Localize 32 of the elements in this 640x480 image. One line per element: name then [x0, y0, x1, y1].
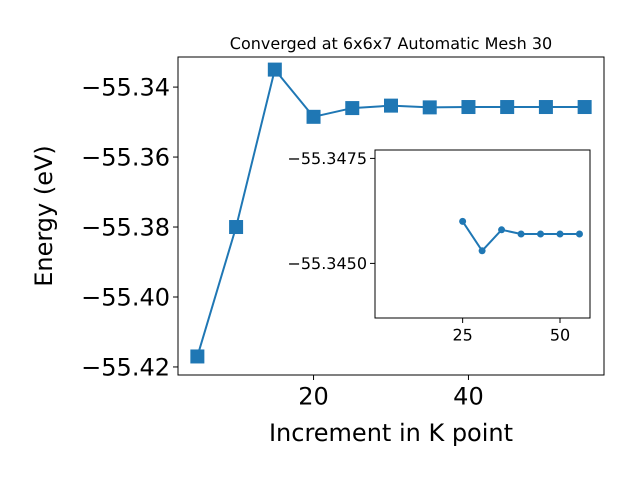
point [384, 98, 398, 113]
point [576, 230, 583, 238]
point [518, 230, 525, 238]
point [459, 218, 466, 225]
x-axis-title: Increment in K point [268, 419, 514, 447]
x-tick-label: 20 [298, 382, 329, 411]
y-tick-label: −55.42 [81, 353, 170, 382]
point [538, 100, 553, 114]
point [537, 230, 544, 238]
y-tick-label: −55.38 [81, 213, 170, 242]
y-tick-label: −55.3450 [287, 254, 367, 273]
point [500, 100, 514, 114]
x-tick-label: 25 [452, 325, 473, 344]
point [268, 62, 282, 77]
y-axis-title: Energy (eV) [30, 145, 58, 287]
point [478, 247, 486, 254]
point [190, 349, 204, 364]
point [229, 220, 244, 234]
point [498, 226, 506, 234]
point [461, 100, 476, 114]
y-tick-label: −55.34 [81, 73, 170, 102]
y-tick-label: −55.3475 [287, 149, 367, 168]
point [578, 100, 592, 114]
y-tick-label: −55.36 [81, 143, 170, 172]
point [422, 100, 437, 114]
point [345, 101, 360, 116]
x-tick-label: 40 [453, 382, 484, 411]
x-tick-label: 50 [550, 325, 570, 344]
point [556, 230, 564, 238]
point [306, 110, 321, 124]
y-tick-label: −55.40 [81, 283, 170, 312]
chart-title: Converged at 6x6x7 Automatic Mesh 30 [230, 34, 552, 53]
